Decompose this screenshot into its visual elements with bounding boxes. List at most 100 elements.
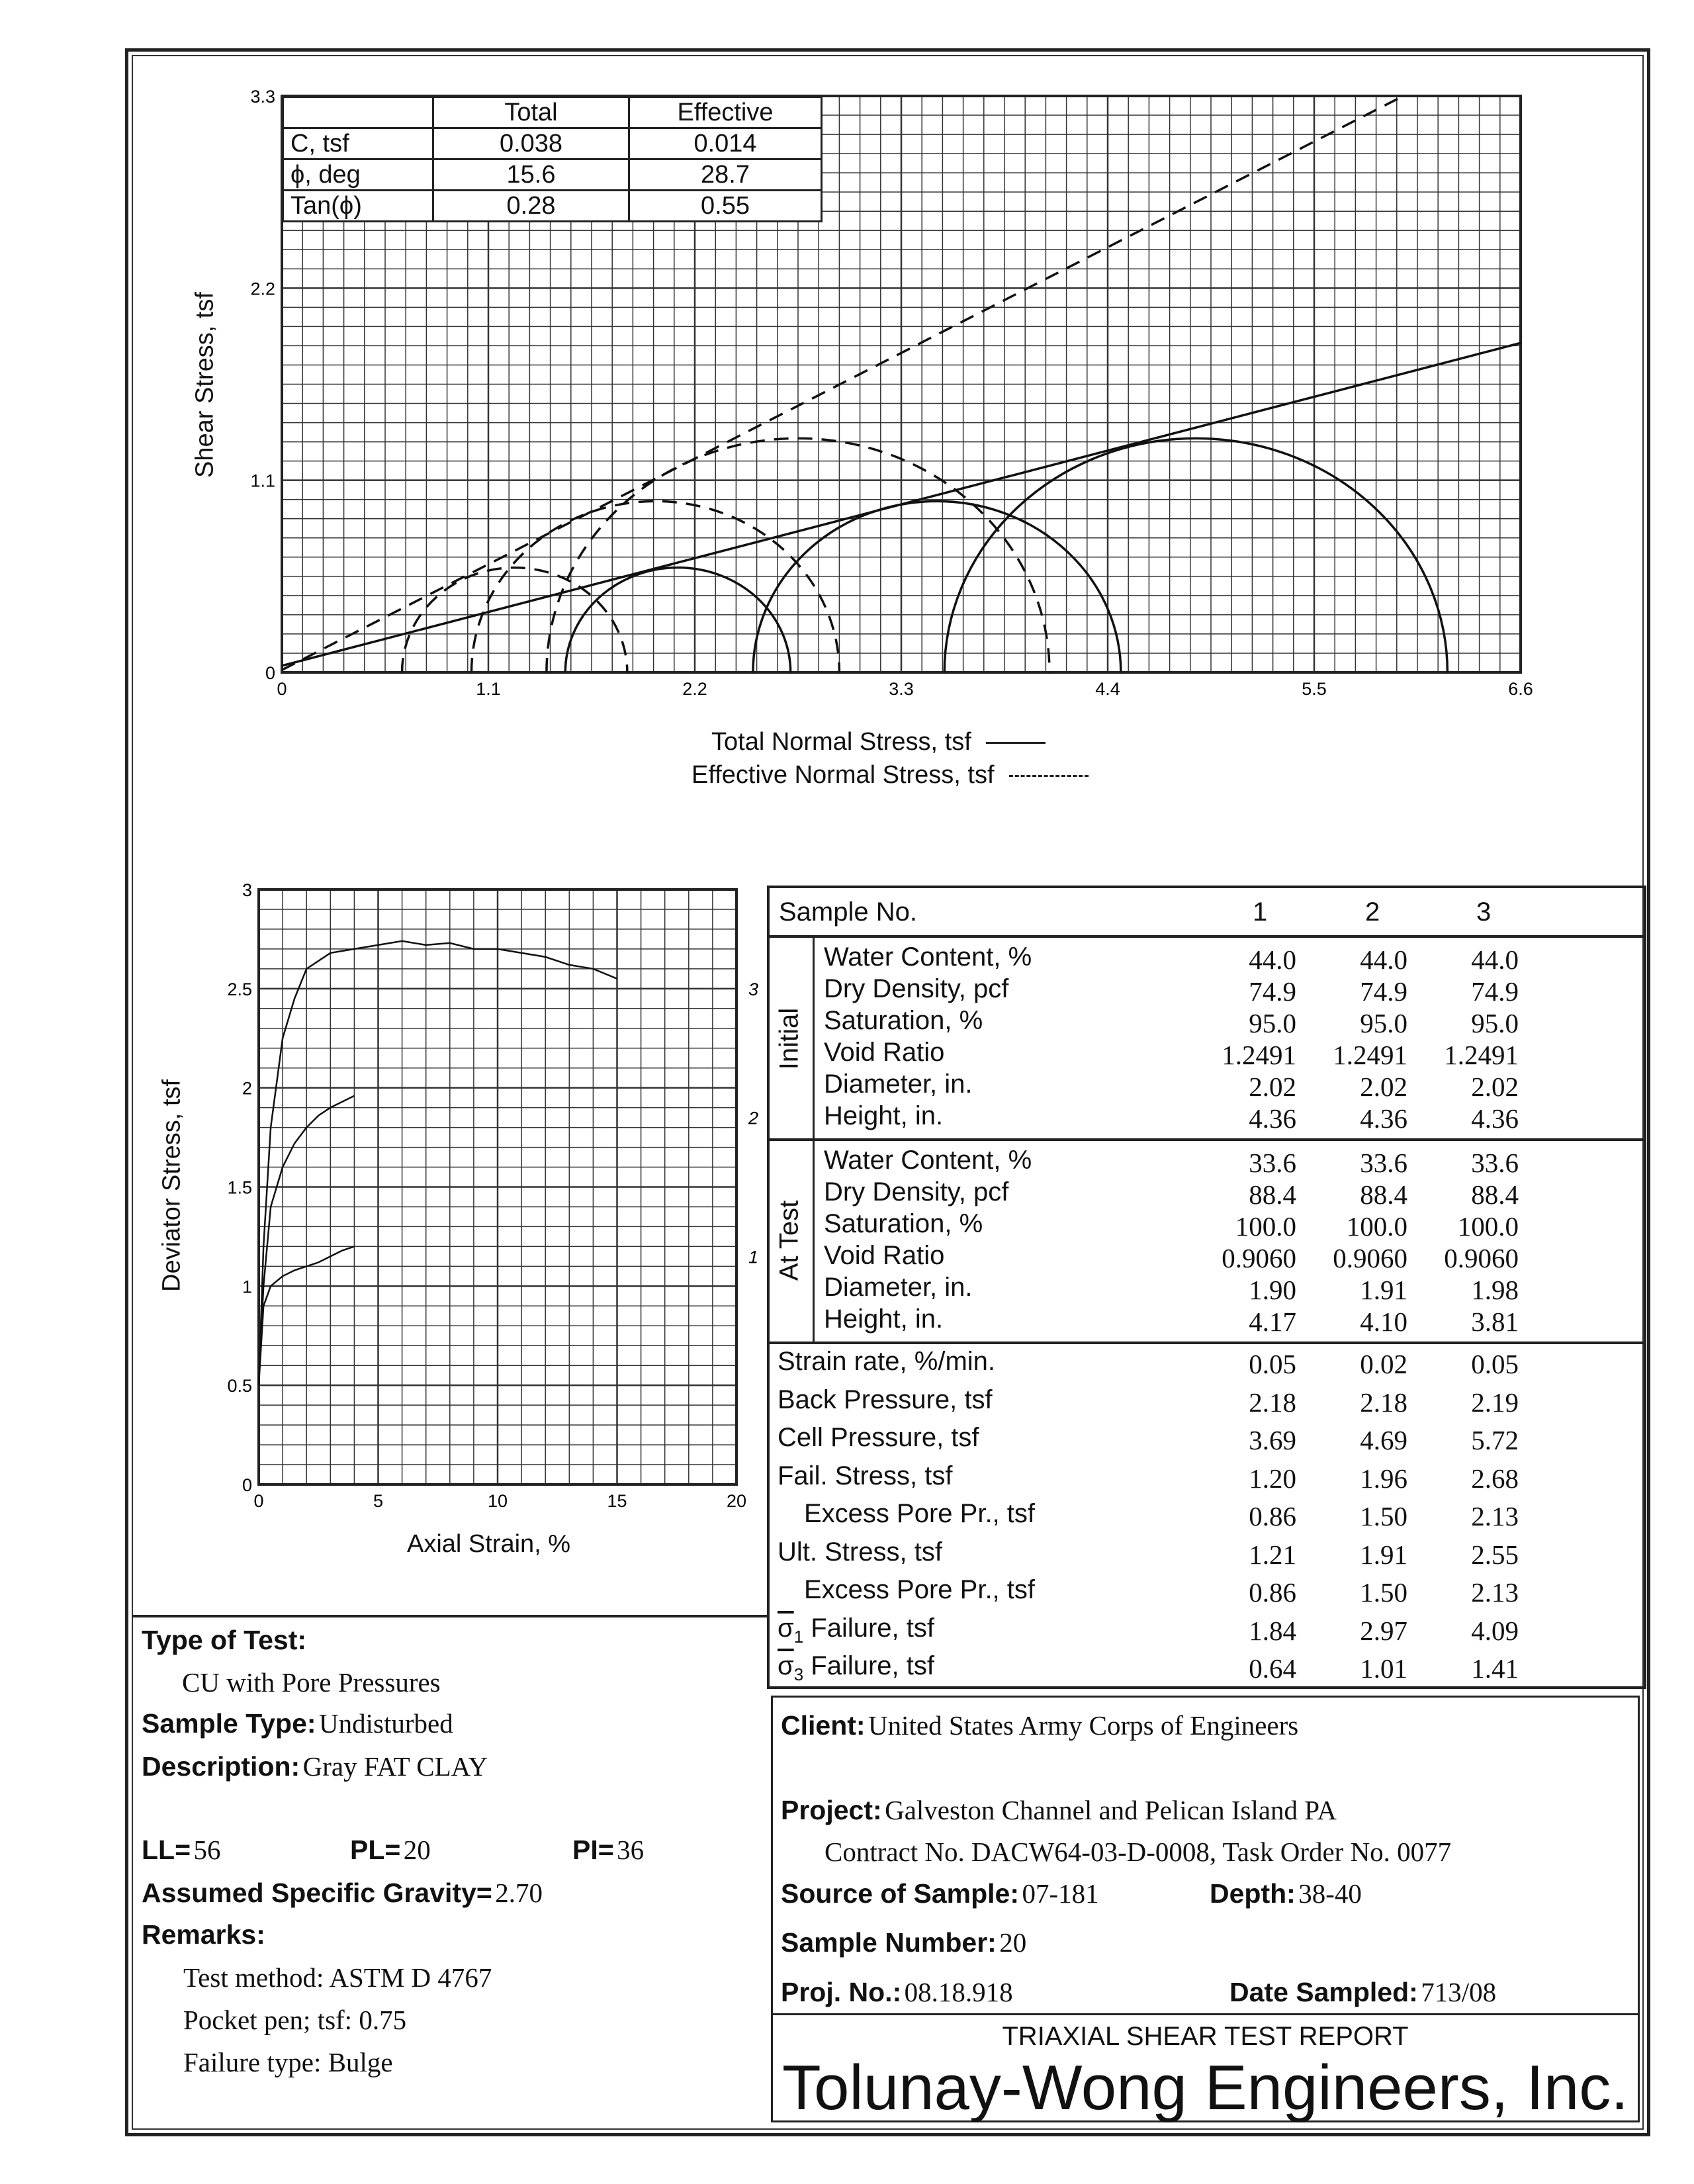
row-label-text: Height, in. — [824, 1101, 944, 1130]
sample-3-value: 4.09 — [1471, 1615, 1519, 1646]
row-label: Tan(ϕ) — [282, 189, 434, 222]
pi-value: 36 — [617, 1835, 645, 1865]
sample-1-value: 3.69 — [1249, 1425, 1296, 1455]
row-label: Fail. Stress, tsf — [778, 1461, 953, 1491]
x-tick-label: 5.5 — [1302, 679, 1327, 699]
pl-label: PL= — [350, 1835, 401, 1865]
x-tick-label: 20 — [727, 1491, 746, 1511]
sample-3-value: 1.98 — [1471, 1275, 1519, 1305]
source-label: Source of Sample: — [781, 1878, 1019, 1909]
row-label-text: Saturation, % — [824, 1209, 983, 1238]
total-mohr-circle — [753, 501, 1121, 672]
row-label: Void Ratio — [824, 1241, 944, 1271]
row-label-text: Back Pressure, tsf — [778, 1385, 993, 1414]
row-label-text: Failure, tsf — [811, 1613, 934, 1643]
row-label: Back Pressure, tsf — [778, 1385, 993, 1415]
sample-1-value: 1.84 — [1249, 1615, 1296, 1646]
y-tick-label: 1.5 — [227, 1178, 252, 1198]
y-tick-label: 2.5 — [227, 979, 252, 999]
ll-value: 56 — [193, 1835, 221, 1865]
sample-3-header: 3 — [1476, 897, 1492, 927]
deviator-stress-chart: 0 5 10 15 20 0 0.5 1 1.5 2 2.5 3 1 2 3 — [227, 880, 758, 1511]
row-label-text: Ult. Stress, tsf — [778, 1537, 942, 1567]
table-row: ϕ, deg 15.6 28.7 — [282, 158, 823, 191]
date-value: 713/08 — [1421, 1977, 1497, 2007]
sample-1-value: 1.20 — [1249, 1463, 1296, 1494]
sample-2-value: 100.0 — [1346, 1211, 1407, 1242]
source-of-sample: Source of Sample: 07-181 — [781, 1878, 1099, 1909]
project-label: Project: — [781, 1795, 882, 1825]
type-of-test-value: CU with Pore Pressures — [182, 1667, 441, 1698]
row-label-text: Water Content, % — [824, 942, 1032, 972]
sample-1-value: 33.6 — [1249, 1148, 1296, 1178]
client-label: Client: — [781, 1710, 866, 1741]
row-label: Height, in. — [824, 1101, 943, 1131]
sample-1-value: 1.21 — [1249, 1539, 1296, 1570]
y-tick-label: 0 — [265, 663, 275, 683]
sample-2-value: 95.0 — [1360, 1008, 1407, 1038]
at-test-group-label: At Test — [774, 1200, 804, 1281]
row-label: Excess Pore Pr., tsf — [804, 1499, 1035, 1529]
row-label: Diameter, in. — [824, 1069, 973, 1099]
sample-2-value: 4.36 — [1360, 1103, 1407, 1134]
liquid-limit: LL= 56 — [142, 1834, 221, 1866]
sample-number-value: 20 — [999, 1927, 1027, 1958]
company-name: Tolunay-Wong Engineers, Inc. — [782, 2052, 1628, 2123]
sample-2-value: 1.01 — [1360, 1653, 1407, 1684]
description: Description: Gray FAT CLAY — [142, 1751, 488, 1782]
row-label: σ3 Failure, tsf — [778, 1651, 934, 1685]
total-failure-envelope — [282, 341, 1521, 667]
project-number: Proj. No.: 08.18.918 — [781, 1976, 1013, 2008]
mohr-y-axis-label: Shear Stress, tsf — [191, 292, 219, 478]
strength-summary-table: Total Effective C, tsf 0.038 0.014 ϕ, de… — [282, 96, 823, 222]
gs-value: 2.70 — [495, 1878, 543, 1908]
project: Project: Galveston Channel and Pelican I… — [781, 1794, 1337, 1826]
total-mohr-circle — [564, 567, 792, 672]
row-label-text: Fail. Stress, tsf — [778, 1461, 953, 1490]
total-label-text: Total Normal Stress, tsf — [711, 728, 971, 756]
sample-1-value: 74.9 — [1249, 976, 1296, 1007]
sample-3-value: 2.55 — [1471, 1539, 1519, 1570]
sample-3-value: 4.36 — [1471, 1103, 1519, 1134]
total-value: 15.6 — [432, 158, 630, 191]
sample-3-value: 0.05 — [1471, 1349, 1519, 1379]
row-label-text: Dry Density, pcf — [824, 974, 1009, 1003]
row-label: σ1 Failure, tsf — [778, 1614, 934, 1647]
ll-label: LL= — [142, 1835, 191, 1865]
plastic-limit: PL= 20 — [350, 1834, 431, 1866]
x-tick-label: 3.3 — [889, 679, 914, 699]
sample-2-value: 0.02 — [1360, 1349, 1407, 1379]
effective-value: 0.55 — [628, 189, 823, 222]
row-label: C, tsf — [282, 127, 434, 160]
sample-2-value: 1.91 — [1360, 1275, 1407, 1305]
client: Client: United States Army Corps of Engi… — [781, 1709, 1298, 1741]
sample-1-value: 0.9060 — [1222, 1243, 1296, 1273]
y-tick-label: 0.5 — [227, 1376, 252, 1396]
row-label: Void Ratio — [824, 1038, 944, 1068]
sample-number-label: Sample Number: — [781, 1927, 997, 1958]
effective-mohr-circle — [545, 437, 1051, 672]
row-label: ϕ, deg — [282, 158, 434, 191]
sample-1-value: 0.05 — [1249, 1349, 1296, 1379]
table-row: C, tsf 0.038 0.014 — [282, 127, 823, 160]
sample-2-header: 2 — [1365, 897, 1380, 927]
table-header-total: Total — [432, 96, 630, 129]
y-tick-label: 2.2 — [250, 279, 275, 298]
proj-no-label: Proj. No.: — [781, 1977, 902, 2007]
sample-1-value: 95.0 — [1249, 1008, 1296, 1038]
mohr-plot-content — [282, 96, 1521, 672]
row-divider — [770, 1342, 1644, 1344]
y-tick-label: 1 — [242, 1277, 252, 1297]
sample-3-value: 95.0 — [1471, 1008, 1519, 1038]
x-tick-label: 15 — [607, 1491, 627, 1511]
row-label-text: Excess Pore Pr., tsf — [804, 1499, 1036, 1528]
mohr-x-axis-label-total: Total Normal Stress, tsf — [711, 728, 1046, 756]
plasticity-index: PI= 36 — [572, 1834, 644, 1866]
total-value: 0.038 — [432, 127, 630, 160]
project-value: Galveston Channel and Pelican Island PA — [885, 1795, 1337, 1825]
y-tick-label: 2 — [242, 1079, 252, 1099]
depth: Depth: 38-40 — [1210, 1878, 1362, 1909]
source-value: 07-181 — [1022, 1878, 1099, 1909]
row-label: Saturation, % — [824, 1209, 983, 1239]
sample-2-value: 33.6 — [1360, 1148, 1407, 1178]
